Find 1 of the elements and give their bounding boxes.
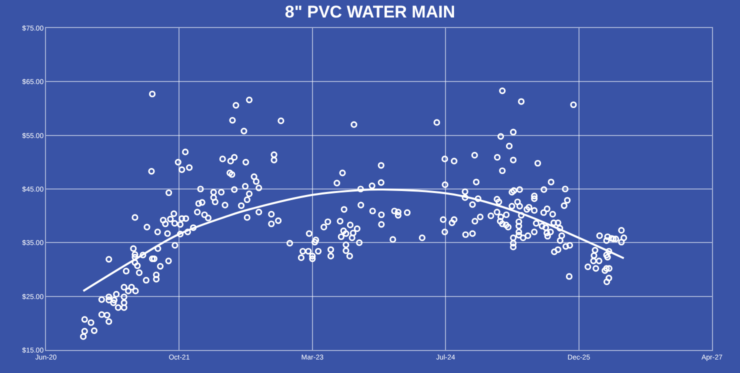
chart-title: 8" PVC WATER MAIN xyxy=(284,2,456,22)
